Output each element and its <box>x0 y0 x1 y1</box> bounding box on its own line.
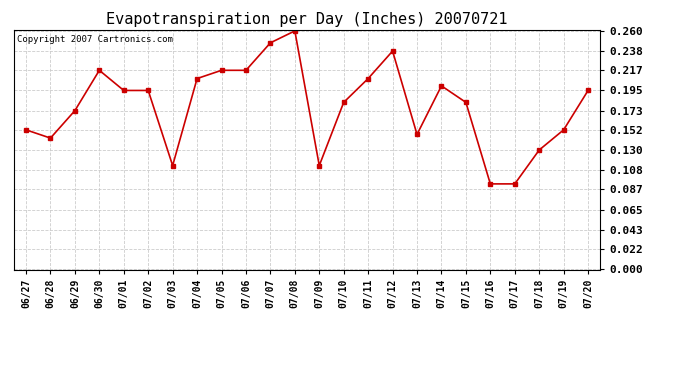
Text: Copyright 2007 Cartronics.com: Copyright 2007 Cartronics.com <box>17 35 172 44</box>
Title: Evapotranspiration per Day (Inches) 20070721: Evapotranspiration per Day (Inches) 2007… <box>106 12 508 27</box>
